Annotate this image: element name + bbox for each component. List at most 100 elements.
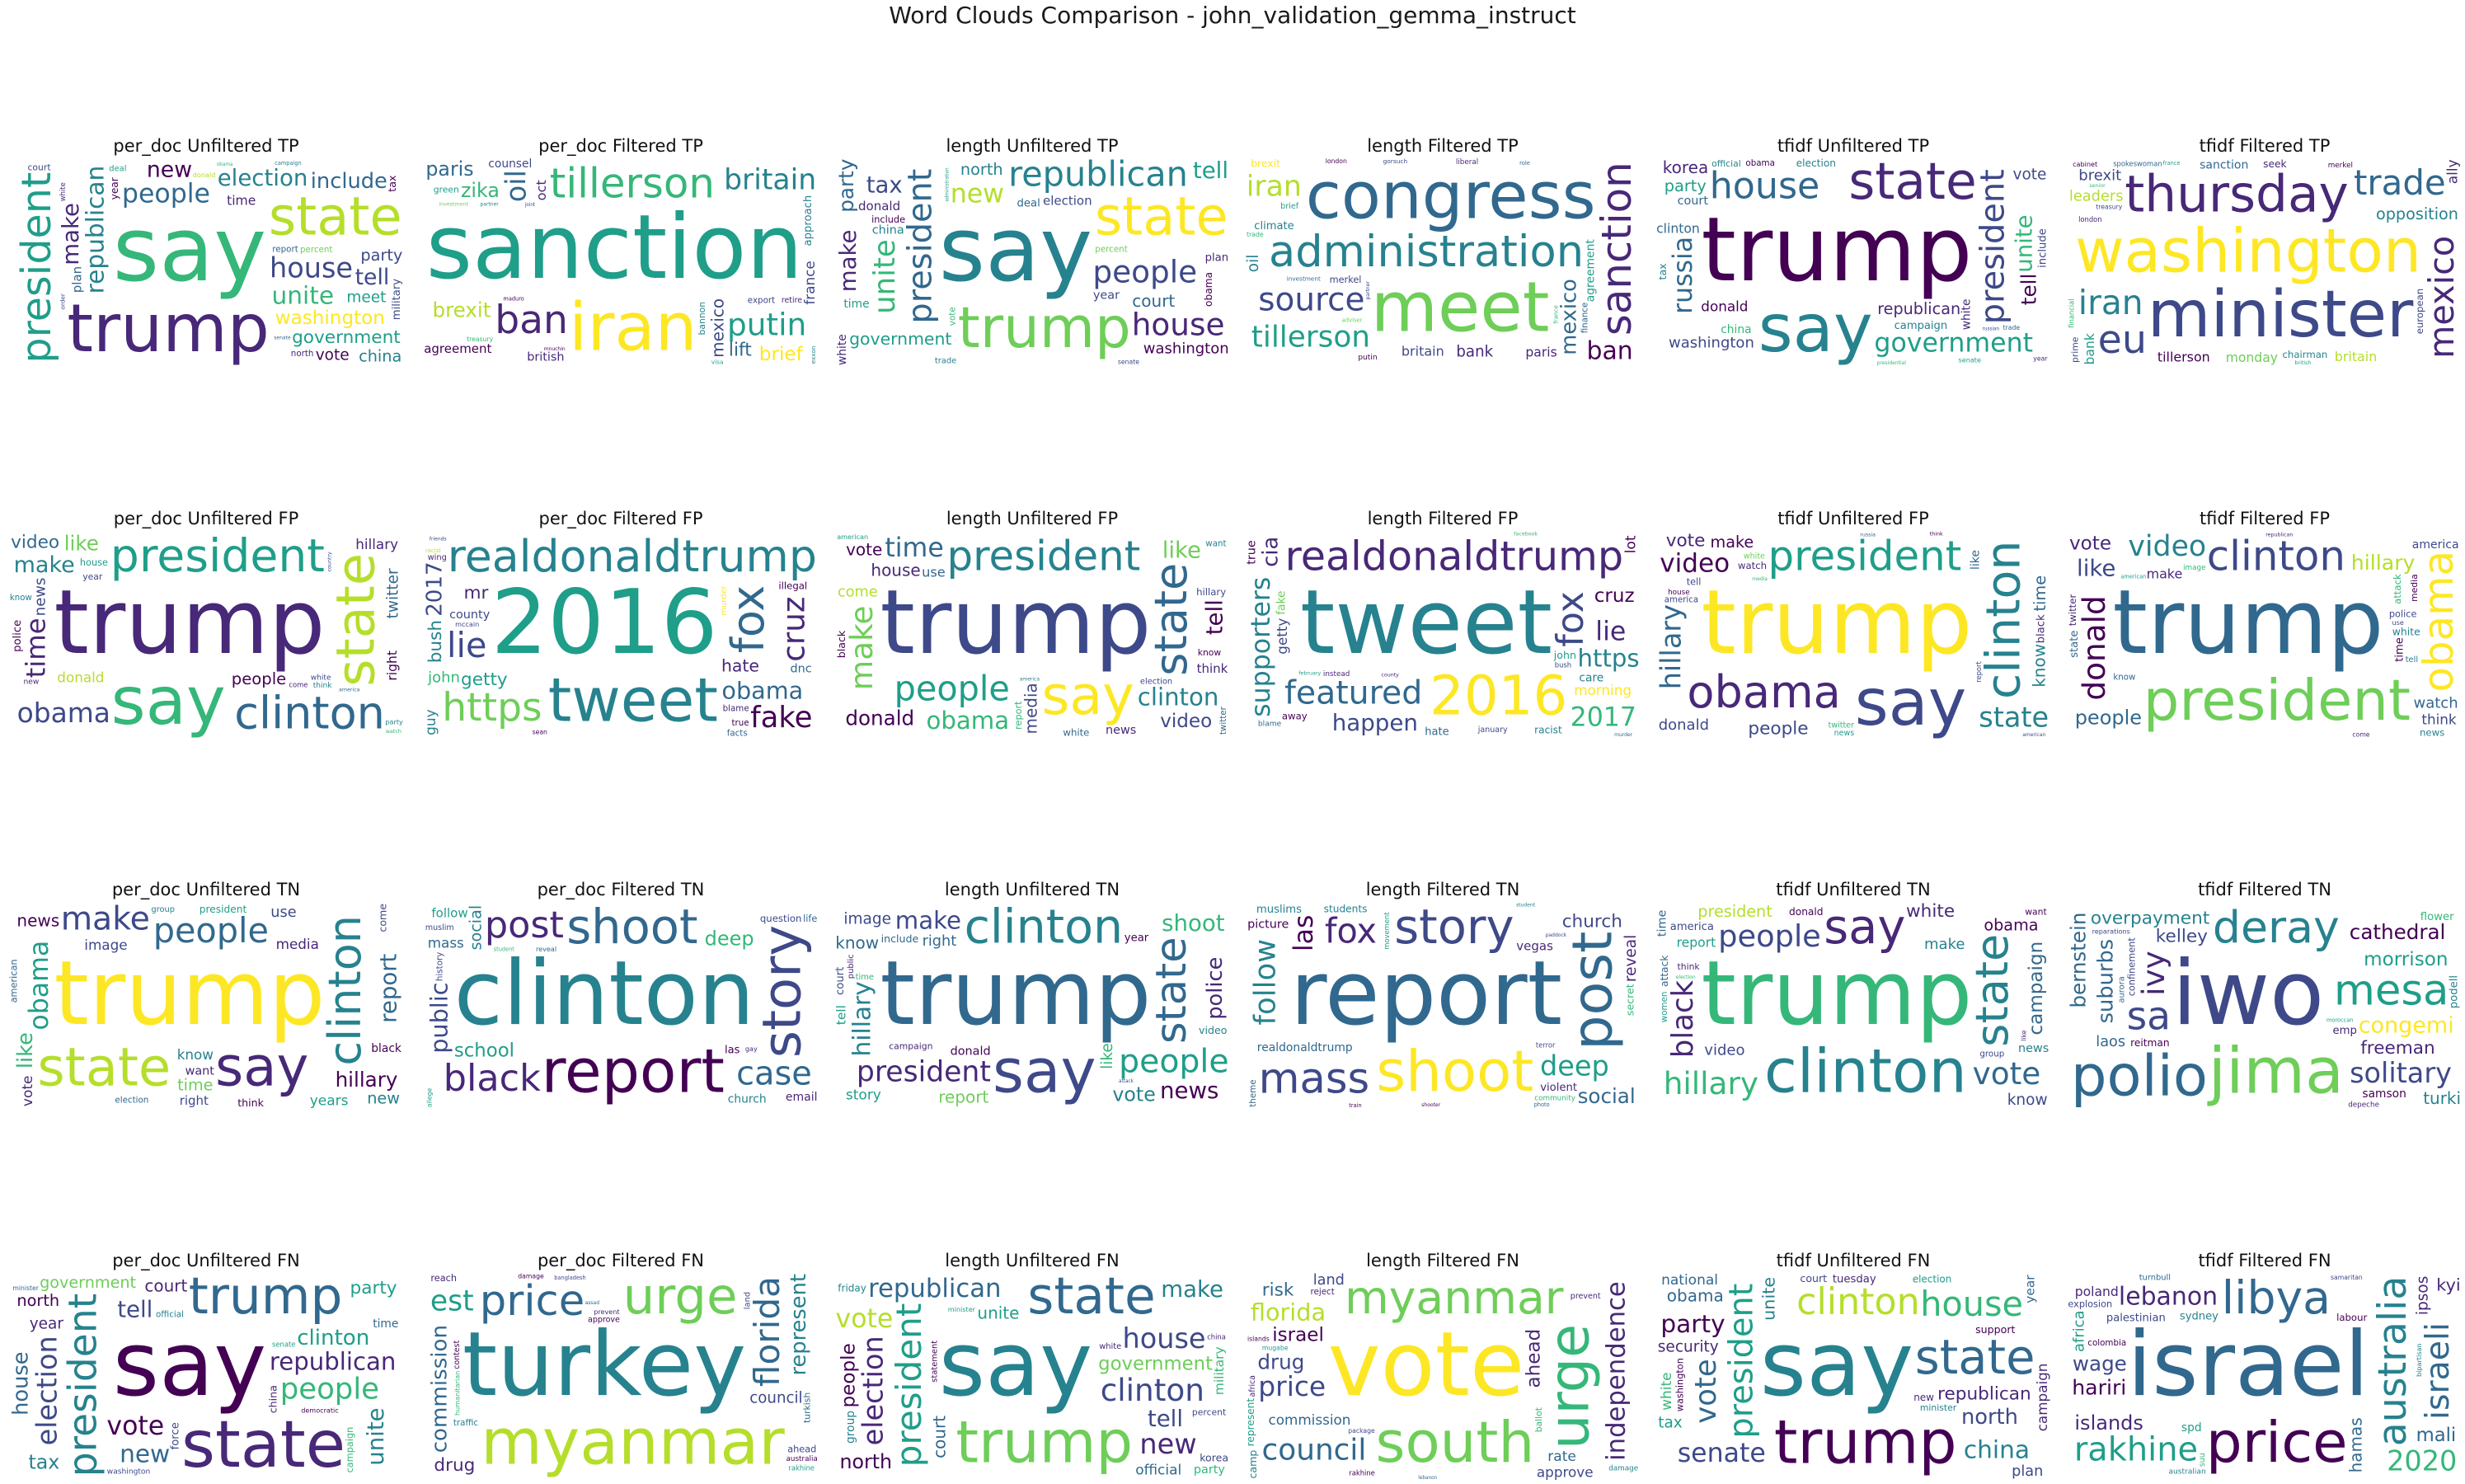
cloud-word: senate <box>1118 358 1139 365</box>
cloud-word: approve <box>1537 1463 1594 1480</box>
cloud-word: reject <box>1311 1287 1335 1297</box>
cloud-word: vote <box>1666 530 1706 551</box>
cloud-word: year <box>109 176 120 200</box>
cloud-word: shooter <box>1421 1102 1440 1108</box>
wordcloud: trump clinton say state people hillary vote bla… <box>1655 901 2051 1110</box>
cloud-word: court <box>1678 195 1709 208</box>
cloud-word: media <box>1021 683 1041 734</box>
cloud-word: 2020 <box>2387 1444 2457 1477</box>
cloud-word: tax <box>866 171 903 199</box>
cloud-word: https <box>1578 645 1640 673</box>
cloud-word: america <box>1664 596 1698 605</box>
cloud-word: movement <box>1383 912 1391 950</box>
cloud-word: las <box>725 1045 740 1057</box>
cloud-word: ahead <box>787 1444 816 1455</box>
cloud-word: clinton <box>1138 683 1219 711</box>
cloud-word: president <box>857 1056 991 1089</box>
cloud-word: twitter <box>2067 594 2078 627</box>
cloud-word: finance <box>1581 303 1590 333</box>
cloud-word: like <box>1970 550 1983 570</box>
cloud-word: president <box>1697 902 1772 921</box>
cloud-word: use <box>922 565 946 580</box>
cloud-word: mnuchin <box>544 346 566 352</box>
cloud-word: video <box>2128 530 2206 563</box>
cloud-word: tillerson <box>2157 349 2210 364</box>
cloud-word: russian <box>1983 327 2000 332</box>
cloud-word: image <box>84 937 127 953</box>
wordcloud-panel: tfidf Unfiltered FN say trump state presiden… <box>1655 1251 2051 1484</box>
cloud-word: trade <box>935 357 956 366</box>
cloud-word: africa <box>2071 1310 2088 1352</box>
cloud-word: agreement <box>1585 239 1598 303</box>
cloud-word: white <box>59 182 67 201</box>
cloud-word: report <box>1290 942 1562 1045</box>
cloud-word: cruz <box>775 596 811 661</box>
wordcloud: say state trump president republican people cl… <box>8 1272 404 1481</box>
figure-title: Word Clouds Comparison - john_validation… <box>889 2 1576 29</box>
cloud-word: vote <box>846 539 882 559</box>
cloud-word: story <box>1394 901 1514 955</box>
cloud-word: student <box>494 946 515 953</box>
cloud-word: democratic <box>301 1407 339 1415</box>
cloud-word: state <box>1915 1330 2035 1385</box>
cloud-word: true <box>732 718 749 728</box>
cloud-word: court <box>1800 1272 1827 1284</box>
cloud-word: merkel <box>1330 275 1362 285</box>
cloud-word: media <box>2409 574 2420 602</box>
cloud-word: black <box>1666 980 1700 1059</box>
cloud-word: tell <box>355 265 390 290</box>
cloud-word: president <box>12 172 60 364</box>
cloud-word: chairman <box>2283 349 2328 360</box>
cloud-word: attack <box>1659 955 1670 987</box>
panel-title: tfidf Unfiltered TP <box>1777 136 1930 156</box>
cloud-word: australian <box>2168 1468 2205 1477</box>
cloud-word: obama <box>1203 272 1214 307</box>
cloud-word: time <box>1655 910 1669 937</box>
cloud-word: say <box>113 1313 266 1416</box>
wordcloud: administration meet congress sanction source… <box>1245 157 1641 366</box>
cloud-word: election <box>857 1336 890 1445</box>
cloud-word: report <box>938 1087 988 1107</box>
cloud-word: overpayment <box>2091 908 2209 928</box>
cloud-word: government <box>849 329 951 349</box>
cloud-word: putin <box>1358 354 1377 362</box>
cloud-word: gay <box>745 1045 758 1053</box>
cloud-word: deal <box>109 165 126 174</box>
cloud-word: senate <box>272 1340 295 1348</box>
cloud-word: paris <box>1525 345 1556 360</box>
wordcloud: tweet 2016 realdonaldtrump fox featured https… <box>1245 530 1641 739</box>
cloud-word: jima <box>2207 1035 2344 1108</box>
cloud-word: oil <box>1245 255 1262 273</box>
cloud-word: britain <box>724 164 816 197</box>
cloud-word: https <box>442 685 542 730</box>
cloud-word: deep <box>1540 1050 1609 1082</box>
cloud-word: state <box>1979 701 2049 733</box>
cloud-word: obama <box>1984 915 2038 934</box>
cloud-word: include <box>2036 228 2049 268</box>
cloud-word: trump <box>54 571 326 674</box>
cloud-word: secret <box>1624 984 1636 1016</box>
cloud-word: vote <box>948 307 958 326</box>
cloud-word: terror <box>1536 1041 1556 1050</box>
cloud-word: vegas <box>1516 939 1553 954</box>
cloud-word: vote <box>106 1411 164 1441</box>
wordcloud: washington minister thursday trade iran eu mon… <box>2067 157 2463 366</box>
cloud-word: republican <box>1937 1383 2031 1404</box>
cloud-word: sydney <box>2180 1310 2218 1322</box>
cloud-word: state <box>1095 187 1228 248</box>
cloud-word: donald <box>858 199 900 214</box>
cloud-word: trump <box>2113 571 2384 674</box>
cloud-word: 2016 <box>491 571 718 674</box>
cloud-word: murder <box>1614 732 1633 738</box>
wordcloud: report shoot story post mass fox realdonaldtru… <box>1245 901 1641 1110</box>
cloud-word: student <box>1516 902 1536 908</box>
cloud-word: facebook <box>1514 531 1538 537</box>
cloud-word: urge <box>1538 1324 1602 1449</box>
cloud-word: know <box>1198 647 1222 658</box>
cloud-word: community <box>1534 1095 1575 1103</box>
cloud-word: washington <box>1143 340 1229 358</box>
